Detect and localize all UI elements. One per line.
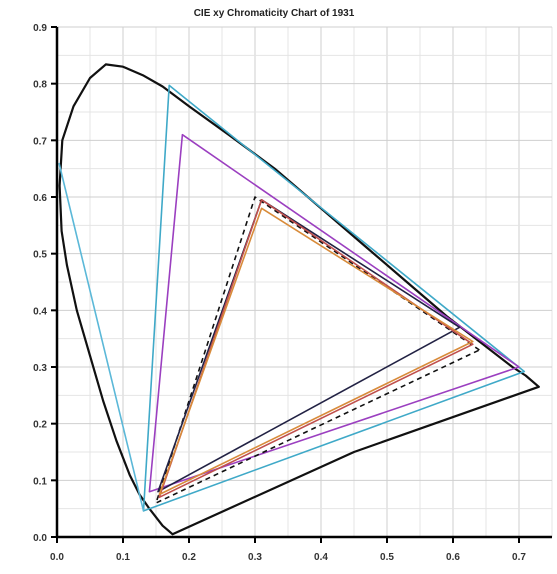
y-tick-label: 0.7	[33, 136, 47, 147]
x-tick-labels: 0.0 0.1 0.2 0.3 0.4 0.5 0.6 0.7	[50, 552, 526, 563]
series-5-line	[157, 199, 461, 493]
series-1-line	[142, 84, 526, 512]
x-tick-label: 0.1	[116, 552, 130, 563]
series-7-line	[158, 207, 474, 496]
x-tick-label: 0.2	[182, 552, 196, 563]
y-tick-label: 0.2	[33, 420, 47, 431]
axes	[51, 26, 552, 543]
y-tick-label: 0.8	[33, 80, 47, 91]
chart-title: CIE xy Chromaticity Chart of 1931	[194, 8, 355, 19]
y-tick-label: 0.1	[33, 476, 47, 487]
x-tick-label: 0.4	[314, 552, 328, 563]
x-tick-label: 0.5	[380, 552, 394, 563]
y-tick-label: 0.9	[33, 23, 47, 34]
y-tick-label: 0.3	[33, 363, 47, 374]
y-tick-label: 0.6	[33, 193, 47, 204]
x-tick-label: 0.6	[446, 552, 460, 563]
x-tick-label: 0.0	[50, 552, 64, 563]
series-layer	[58, 63, 540, 536]
series-3-line	[148, 133, 520, 493]
y-tick-label: 0.4	[33, 306, 47, 317]
grid	[56, 26, 553, 538]
y-tick-label: 0.0	[33, 533, 47, 544]
x-tick-label: 0.3	[248, 552, 262, 563]
y-tick-label: 0.5	[33, 250, 47, 261]
y-tick-labels: 0.0 0.1 0.2 0.3 0.4 0.5 0.6 0.7 0.8 0.9	[33, 23, 47, 544]
series-2-line	[58, 162, 145, 512]
series-4-line	[155, 196, 481, 504]
x-tick-label: 0.7	[512, 552, 526, 563]
series-6-line	[158, 199, 474, 499]
